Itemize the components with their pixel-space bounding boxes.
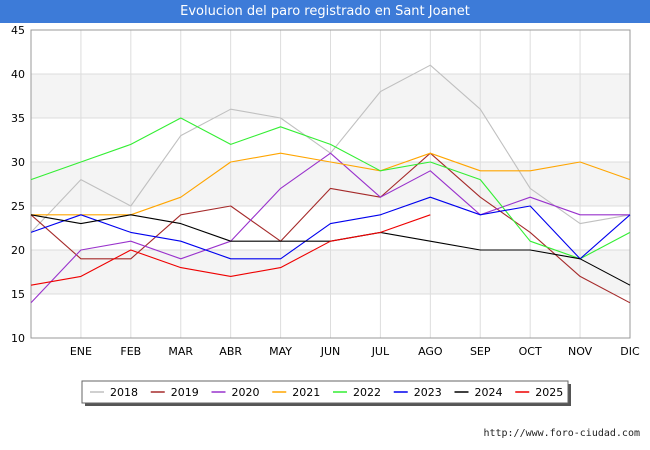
chart-title: Evolucion del paro registrado en Sant Jo… [0, 0, 650, 23]
y-tick-label: 35 [11, 112, 25, 125]
y-tick-label: 10 [11, 332, 25, 345]
series-line-2022 [30, 117, 631, 260]
x-tick-label: SEP [470, 345, 491, 358]
y-tick-label: 25 [11, 200, 25, 213]
footer-url: http://www.foro-ciudad.com [483, 428, 640, 439]
series-lines [30, 64, 631, 304]
legend-label-2025: 2025 [535, 386, 563, 399]
y-tick-label: 45 [11, 24, 25, 37]
x-tick-label: MAY [269, 345, 292, 358]
x-tick-label: DIC [620, 345, 640, 358]
series-line-2019 [30, 152, 631, 304]
plot-frame [30, 29, 631, 339]
legend-label-2021: 2021 [292, 386, 320, 399]
legend-label-2019: 2019 [171, 386, 199, 399]
x-axis-ticks: ENE FEB MAR ABR MAY JUN JUL AGO SEP OCT NOV DIC [70, 345, 640, 358]
x-tick-label: OCT [519, 345, 542, 358]
y-tick-label: 15 [11, 288, 25, 301]
legend-label-2022: 2022 [353, 386, 381, 399]
y-tick-label: 30 [11, 156, 25, 169]
legend-label-2024: 2024 [475, 386, 503, 399]
x-tick-label: ABR [219, 345, 242, 358]
x-tick-label: JUL [371, 345, 390, 358]
series-line-2023 [30, 196, 631, 260]
x-tick-label: AGO [418, 345, 443, 358]
x-tick-label: NOV [568, 345, 593, 358]
y-axis-ticks: 10 15 20 25 30 35 40 45 [11, 24, 25, 345]
legend-label-2023: 2023 [414, 386, 442, 399]
legend-label-2018: 2018 [110, 386, 138, 399]
x-tick-label: JUN [320, 345, 341, 358]
y-tick-label: 20 [11, 244, 25, 257]
x-tick-label: FEB [120, 345, 141, 358]
x-tick-label: MAR [168, 345, 193, 358]
y-tick-label: 40 [11, 68, 25, 81]
legend-label-2020: 2020 [232, 386, 260, 399]
legend: 2018 2019 2020 2021 2022 2023 2024 2025 [81, 380, 571, 406]
x-tick-label: ENE [70, 345, 92, 358]
legend-box [81, 380, 569, 404]
series-line-2020 [30, 152, 630, 304]
series-line-2025 [30, 214, 431, 286]
